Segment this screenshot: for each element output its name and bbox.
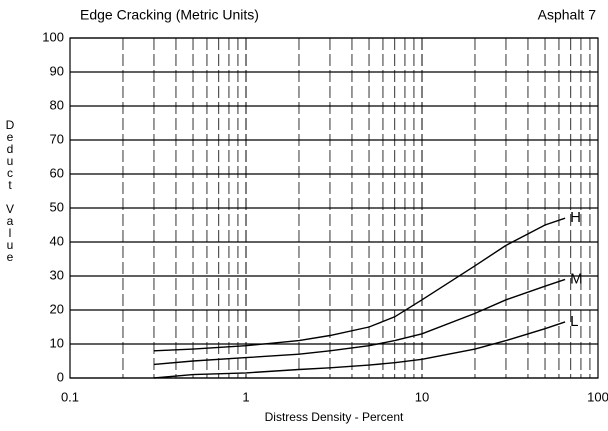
y-tick-label: 60 [50, 165, 64, 180]
y-tick-label: 80 [50, 97, 64, 112]
chart-title: Edge Cracking (Metric Units) [80, 7, 259, 23]
x-tick-label: 0.1 [61, 389, 79, 404]
line [153, 217, 566, 352]
series-label: M [570, 270, 583, 287]
x-tick-label: 1 [242, 389, 249, 404]
y-tick-label: 10 [50, 335, 64, 350]
plot-frame [69, 37, 599, 379]
line [153, 321, 566, 379]
y-tick-label: 20 [50, 301, 64, 316]
y-tick-label: 40 [50, 233, 64, 248]
series-label: L [570, 313, 578, 330]
x-axis-label: Distress Density - Percent [265, 410, 404, 424]
y-tick-label: 100 [42, 29, 64, 44]
y-tick-label: 90 [50, 63, 64, 78]
line [153, 278, 566, 366]
y-tick-label: 50 [50, 199, 64, 214]
series-label: H [570, 209, 581, 226]
x-tick-label: 10 [415, 389, 429, 404]
y-tick-label: 30 [50, 267, 64, 282]
y-tick-label: 70 [50, 131, 64, 146]
y-axis-label: Deduct Value [3, 118, 17, 262]
x-tick-label: 100 [587, 389, 608, 404]
y-tick-label: 0 [57, 369, 64, 384]
annotation: Asphalt 7 [538, 7, 597, 23]
